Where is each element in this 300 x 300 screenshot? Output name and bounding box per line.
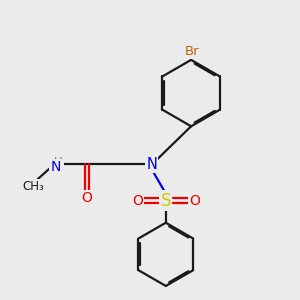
Text: N: N	[51, 160, 61, 174]
Text: O: O	[132, 194, 143, 208]
Text: N: N	[146, 157, 157, 172]
Text: CH₃: CH₃	[22, 180, 44, 193]
Text: O: O	[189, 194, 200, 208]
Text: S: S	[160, 192, 171, 210]
Text: O: O	[81, 191, 92, 205]
Text: Br: Br	[184, 44, 199, 58]
Text: H: H	[54, 156, 63, 169]
